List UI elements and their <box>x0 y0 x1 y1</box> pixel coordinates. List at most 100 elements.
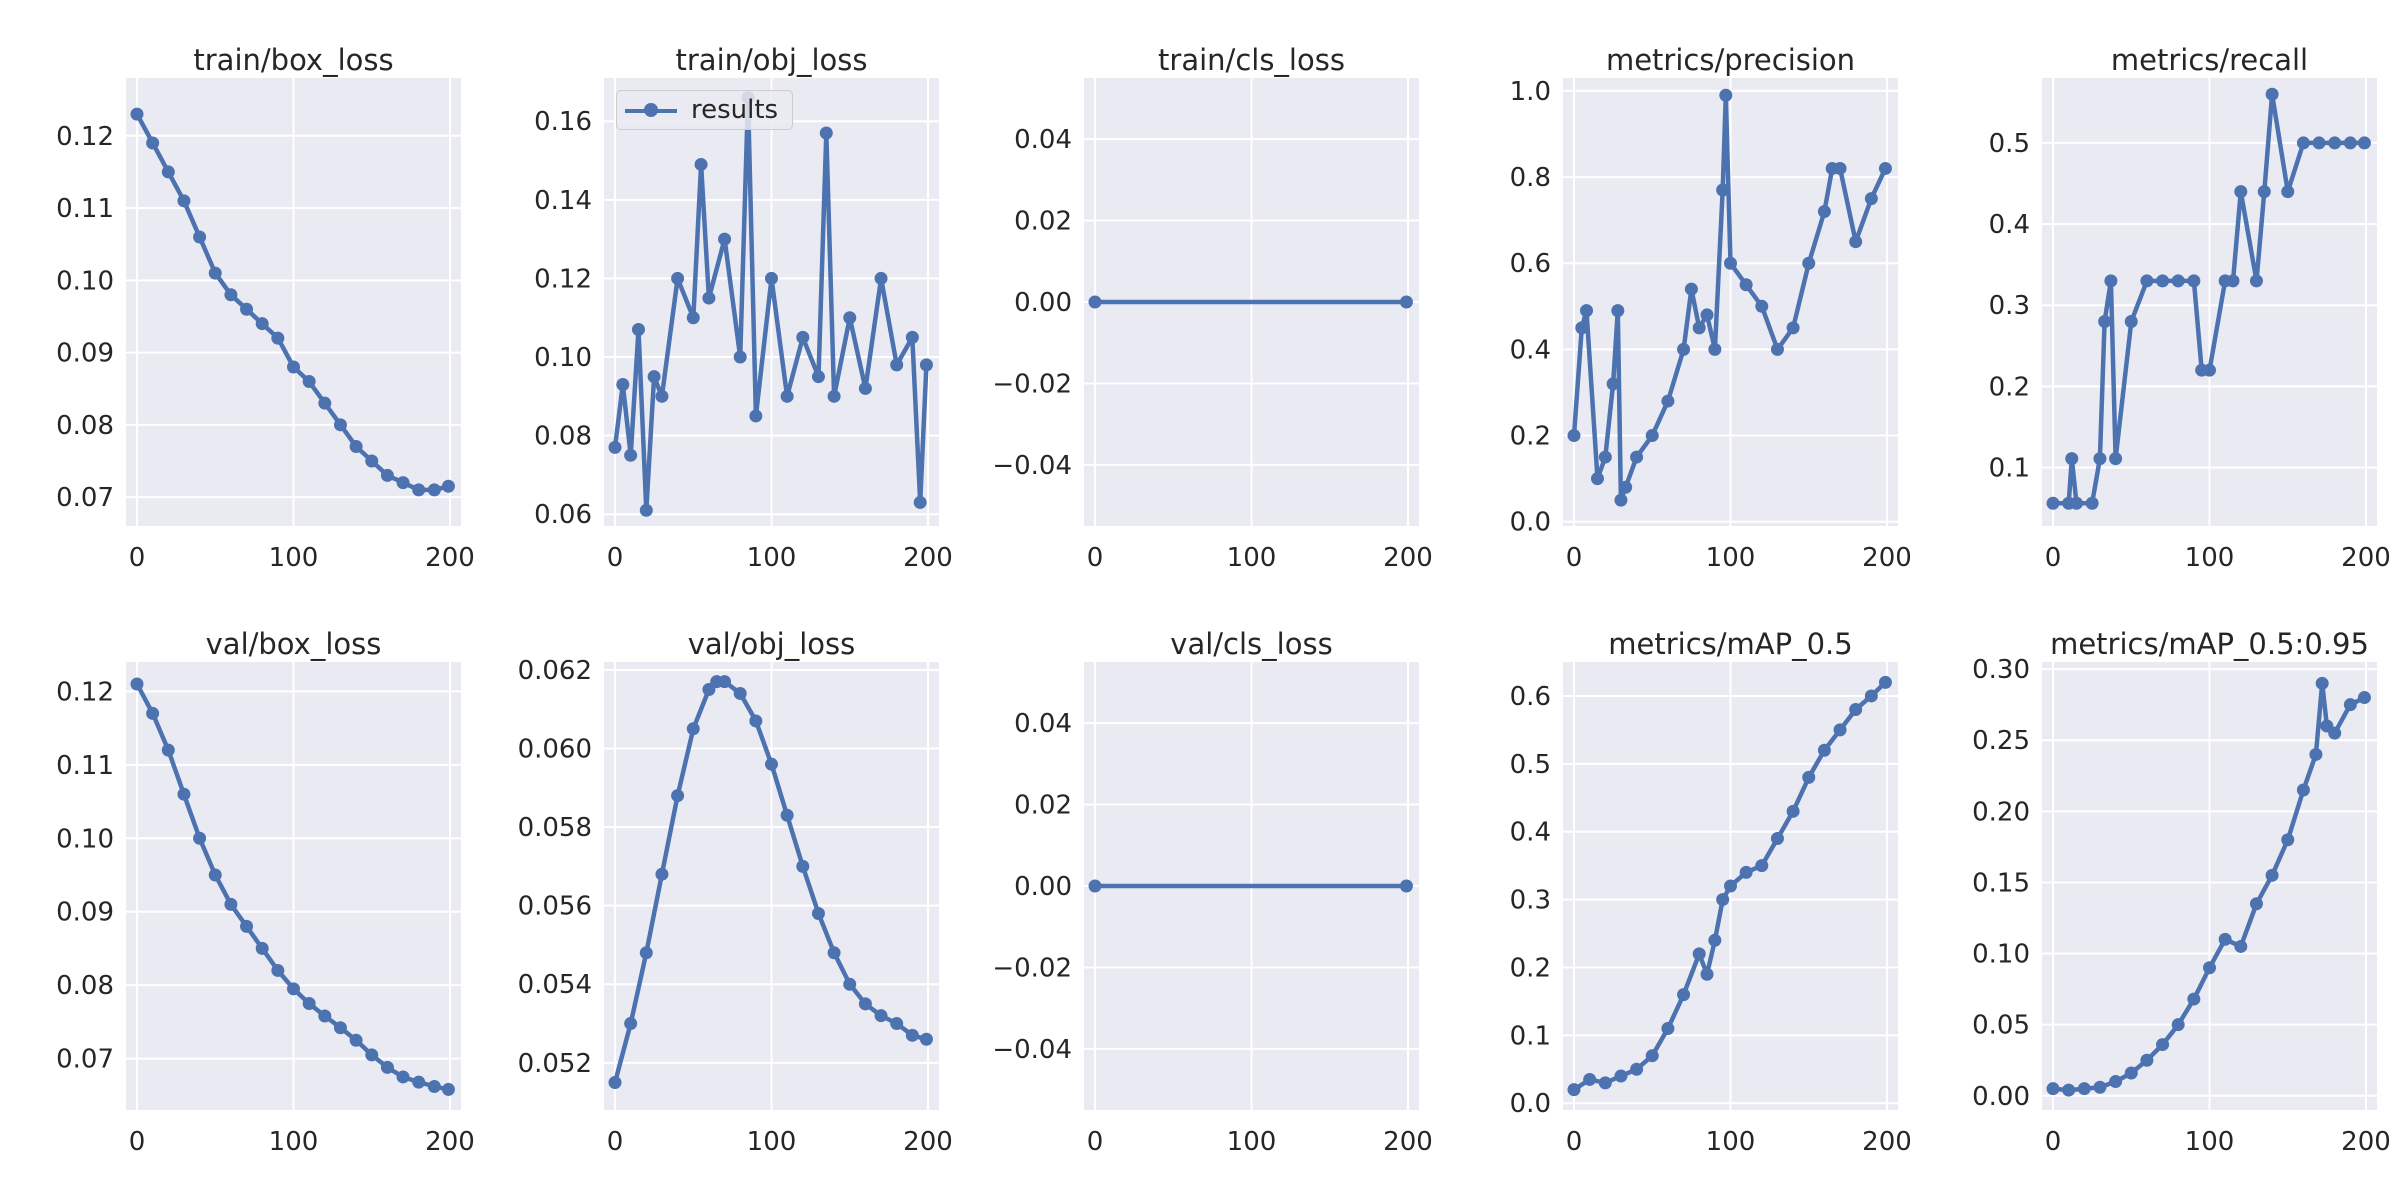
data-point <box>161 165 175 179</box>
data-point <box>1708 342 1722 356</box>
y-tick-label: 0.04 <box>1014 709 1072 739</box>
data-point <box>2187 274 2201 288</box>
y-tick-label: 0.07 <box>56 1045 114 1075</box>
data-point <box>365 1048 379 1062</box>
data-point <box>365 454 379 468</box>
data-point <box>919 1032 933 1046</box>
data-point <box>1786 804 1800 818</box>
data-point <box>1583 1072 1597 1086</box>
chart-panel-val-box-loss: val/box_loss 0.07 0.08 0.09 0.10 0.11 0.12 0 100… <box>6 612 481 1180</box>
data-point <box>1849 235 1863 249</box>
data-point <box>827 946 841 960</box>
data-point <box>1692 947 1706 961</box>
chart-panel-train-box-loss: train/box_loss 0.07 0.08 0.09 0.10 0.11 0.12 0 1… <box>6 28 481 596</box>
data-point <box>2265 868 2279 882</box>
chart-title: val/cls_loss <box>1170 627 1333 661</box>
data-point <box>396 1070 410 1084</box>
y-tick-label: 0.052 <box>518 1049 592 1079</box>
data-point <box>2171 1018 2185 1032</box>
data-point <box>2309 747 2323 761</box>
data-point <box>608 1075 622 1089</box>
data-point <box>616 378 630 392</box>
chart-panel-val-cls-loss: val/cls_loss −0.04 −0.02 0.00 0.02 0.04 0 100 20… <box>964 612 1439 1180</box>
data-point <box>1614 1069 1628 1083</box>
data-point <box>349 1033 363 1047</box>
data-point <box>1692 321 1706 335</box>
data-point <box>1630 450 1644 464</box>
data-point <box>1598 450 1612 464</box>
data-point <box>2343 136 2357 150</box>
data-point <box>631 323 645 337</box>
data-point <box>890 1017 904 1031</box>
data-point <box>2226 274 2240 288</box>
data-point <box>905 330 919 344</box>
x-tick-label: 200 <box>1383 1127 1433 1157</box>
y-tick-label: 0.07 <box>56 483 114 513</box>
y-tick-label: 0.2 <box>1510 953 1551 983</box>
data-point <box>240 302 254 316</box>
data-point <box>2281 185 2295 199</box>
data-point <box>224 288 238 302</box>
data-point <box>1645 1049 1659 1063</box>
data-point <box>1590 472 1604 486</box>
data-point <box>302 374 316 388</box>
data-point <box>919 358 933 372</box>
y-tick-label: 0.00 <box>1014 872 1072 902</box>
y-tick-label: 0.02 <box>1014 207 1072 237</box>
chart-panel-train-cls-loss: train/cls_loss −0.04 −0.02 0.00 0.02 0.04 0 100… <box>964 28 1439 596</box>
chart-title: val/box_loss <box>205 627 382 661</box>
y-tick-label: 0.10 <box>1972 940 2030 970</box>
data-point <box>1802 770 1816 784</box>
chart-title: metrics/mAP_0.5:0.95 <box>2050 627 2369 661</box>
y-tick-label: 0.06 <box>534 500 592 530</box>
data-point <box>412 1075 426 1089</box>
data-point <box>380 1060 394 1074</box>
chart-panel-metrics-recall: metrics/recall 0.1 0.2 0.3 0.4 0.5 0 100 200 <box>1922 28 2397 596</box>
data-point <box>1755 859 1769 873</box>
y-tick-label: 0.00 <box>1014 288 1072 318</box>
data-point <box>240 919 254 933</box>
data-point <box>2156 1038 2170 1052</box>
data-point <box>1878 161 1892 175</box>
y-tick-label: 0.02 <box>1014 791 1072 821</box>
data-point <box>1567 1083 1581 1097</box>
data-point <box>1786 321 1800 335</box>
data-point <box>1770 831 1784 845</box>
data-point <box>827 389 841 403</box>
data-point <box>2265 87 2279 101</box>
data-point <box>2098 314 2112 328</box>
data-point <box>1724 256 1737 270</box>
chart-title: train/obj_loss <box>675 43 868 77</box>
chart-title: train/box_loss <box>193 43 394 77</box>
chart-svg: 0.0 0.2 0.4 0.6 0.8 1.0 0 100 200 <box>1510 77 1912 573</box>
data-point <box>2046 1082 2060 1096</box>
data-point <box>1864 689 1878 703</box>
data-point <box>1833 161 1847 175</box>
data-point <box>2218 932 2232 946</box>
data-point <box>130 677 144 691</box>
data-point <box>1719 88 1733 102</box>
y-tick-label: 0.11 <box>56 194 114 224</box>
data-point <box>2156 274 2170 288</box>
y-tick-label: 0.09 <box>56 898 114 928</box>
chart-svg: −0.04 −0.02 0.00 0.02 0.04 0 100 200 <box>992 78 1433 573</box>
data-point <box>2046 496 2060 510</box>
data-point <box>1739 278 1753 292</box>
data-point <box>427 1079 441 1093</box>
data-point <box>396 476 410 490</box>
chart-svg: 0.1 0.2 0.3 0.4 0.5 0 100 200 <box>1989 78 2391 573</box>
chart-title: metrics/recall <box>2110 43 2309 77</box>
data-point <box>624 1017 638 1031</box>
chart-panel-metrics-map-0-5-0-95: metrics/mAP_0.5:0.95 0.00 0.05 0.10 0.15 0.20… <box>1922 612 2397 1180</box>
data-point <box>694 157 708 171</box>
data-point <box>655 389 669 403</box>
data-point <box>2109 452 2123 466</box>
y-tick-label: 0.04 <box>1014 125 1072 155</box>
x-tick-label: 200 <box>425 1127 475 1157</box>
chart-panel-metrics-map-0-5: metrics/mAP_0.5 0.0 0.1 0.2 0.3 0.4 0.5 0.6 0 100… <box>1443 612 1918 1180</box>
y-tick-label: 0.12 <box>56 122 114 152</box>
data-point <box>647 370 661 384</box>
data-point <box>655 867 669 881</box>
data-point <box>1770 342 1784 356</box>
data-point <box>819 126 833 140</box>
